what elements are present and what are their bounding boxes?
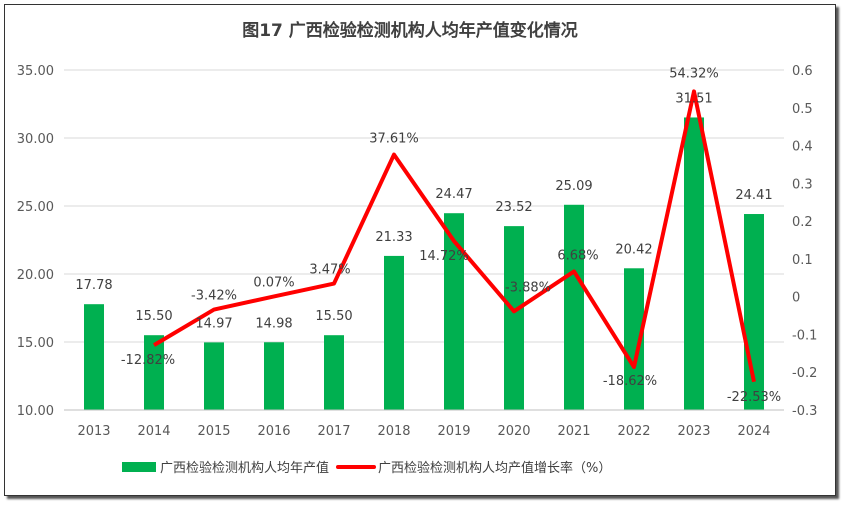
bar xyxy=(624,268,644,410)
bar xyxy=(84,304,104,410)
legend-bar-label: 广西检验检测机构人均年产值 xyxy=(160,460,329,476)
right-tick-label: 0.4 xyxy=(792,140,813,155)
right-tick-label: -0.1 xyxy=(792,328,817,343)
right-tick-label: 0.6 xyxy=(792,64,813,79)
line-data-label: 37.61% xyxy=(369,132,419,147)
bar-data-label: 21.33 xyxy=(375,230,412,245)
line-data-label: -22.53% xyxy=(727,390,781,405)
bar xyxy=(504,226,524,410)
left-tick-label: 10.00 xyxy=(17,404,54,419)
legend-line-label: 广西检验检测机构人均产值增长率（%） xyxy=(378,460,611,476)
x-tick-label: 2013 xyxy=(77,424,110,439)
right-tick-label: 0 xyxy=(792,291,800,306)
bar-data-label: 20.42 xyxy=(615,242,652,257)
right-tick-label: 0.3 xyxy=(792,177,813,192)
bar-data-label: 24.47 xyxy=(435,187,472,202)
x-tick-label: 2018 xyxy=(377,424,410,439)
bar-data-label: 14.97 xyxy=(195,316,232,331)
line-data-label: 0.07% xyxy=(253,275,294,290)
x-tick-label: 2014 xyxy=(137,424,170,439)
line-data-label: 3.47% xyxy=(309,263,350,278)
x-tick-label: 2023 xyxy=(677,424,710,439)
line-data-label: -18.62% xyxy=(603,374,657,389)
x-tick-label: 2015 xyxy=(197,424,230,439)
right-tick-label: 0.5 xyxy=(792,102,813,117)
bar xyxy=(444,213,464,410)
line-data-label: 6.68% xyxy=(557,248,598,263)
x-tick-label: 2021 xyxy=(557,424,590,439)
left-tick-label: 30.00 xyxy=(17,132,54,147)
x-tick-label: 2020 xyxy=(497,424,530,439)
bar xyxy=(144,335,164,410)
bar-data-label: 31.51 xyxy=(675,91,712,106)
right-tick-label: -0.3 xyxy=(792,404,817,419)
x-tick-label: 2022 xyxy=(617,424,650,439)
legend: 广西检验检测机构人均年产值 广西检验检测机构人均产值增长率（%） xyxy=(122,460,611,476)
bar-data-label: 15.50 xyxy=(315,309,352,324)
line-data-label: -3.42% xyxy=(191,289,237,304)
left-tick-label: 25.00 xyxy=(17,200,54,215)
bar xyxy=(564,204,584,410)
bar-data-label: 25.09 xyxy=(555,179,592,194)
left-tick-label: 20.00 xyxy=(17,268,54,283)
line-data-label: 54.32% xyxy=(669,66,719,81)
legend-bar-swatch xyxy=(122,462,156,472)
bar xyxy=(384,255,404,410)
right-tick-label: 0.2 xyxy=(792,215,813,230)
bar-data-label: 17.78 xyxy=(75,278,112,293)
bar xyxy=(204,342,224,410)
x-tick-label: 2019 xyxy=(437,424,470,439)
chart-title: 图17 广西检验检测机构人均年产值变化情况 xyxy=(242,20,578,41)
bar-data-label: 14.98 xyxy=(255,316,292,331)
x-tick-label: 2024 xyxy=(737,424,770,439)
line-data-label: -3.88% xyxy=(505,280,551,295)
left-tick-label: 35.00 xyxy=(17,64,54,79)
x-tick-label: 2016 xyxy=(257,424,290,439)
bar-data-label: 23.52 xyxy=(495,200,532,215)
x-tick-label: 2017 xyxy=(317,424,350,439)
bar xyxy=(324,335,344,410)
bar xyxy=(684,117,704,411)
right-tick-label: -0.2 xyxy=(792,366,817,381)
bar xyxy=(264,342,284,410)
line-data-label: 14.72% xyxy=(419,249,469,264)
bar-data-label: 15.50 xyxy=(135,309,172,324)
left-tick-label: 15.00 xyxy=(17,336,54,351)
right-tick-label: 0.1 xyxy=(792,253,813,268)
bar-data-label: 24.41 xyxy=(735,188,772,203)
line-data-label: -12.82% xyxy=(121,353,175,368)
growth-rate-line xyxy=(152,89,756,383)
